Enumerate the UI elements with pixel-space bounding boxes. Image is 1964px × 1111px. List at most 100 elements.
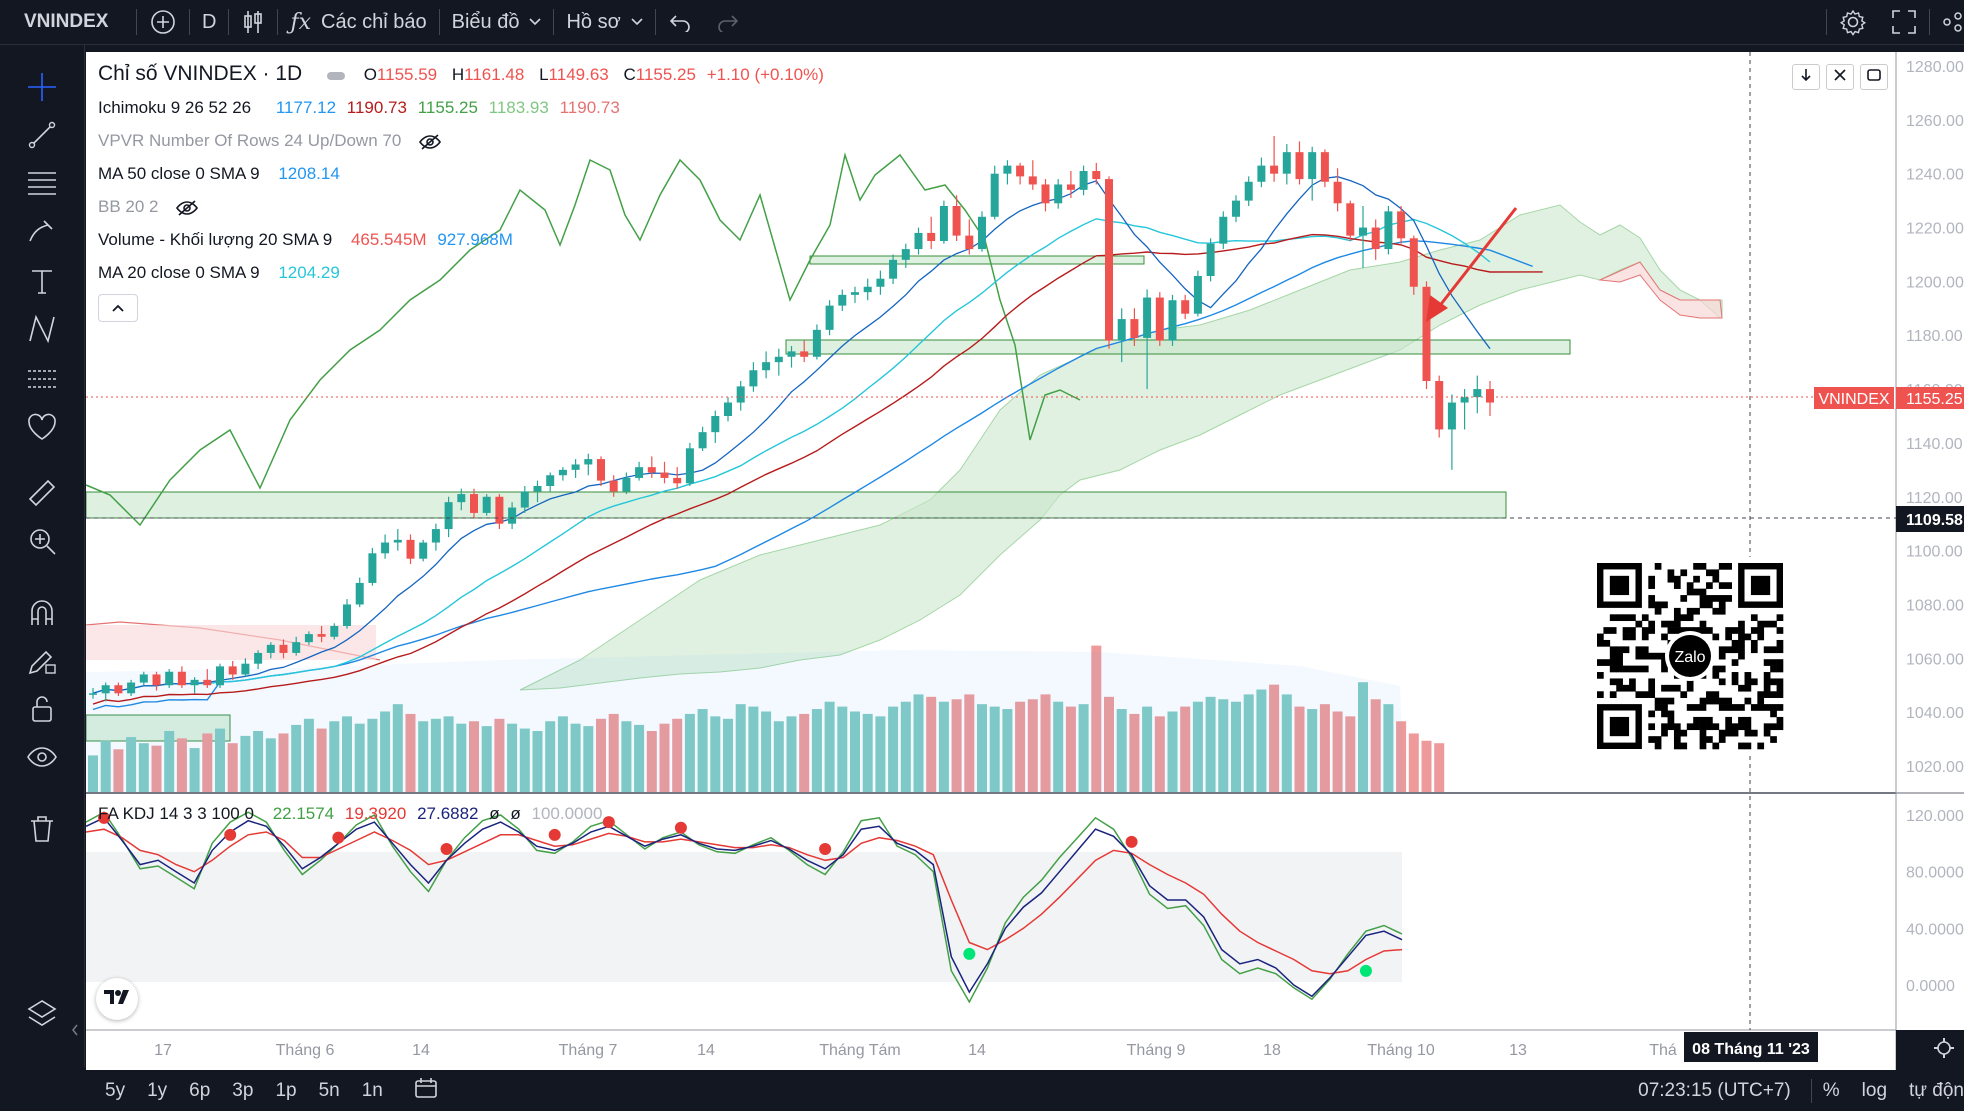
brush-tool[interactable] <box>22 211 62 251</box>
symbol-search[interactable]: VNINDEX <box>24 11 109 32</box>
chart-canvas[interactable]: Zalo 1280.00 1260.00 1240.00 1220.00 1200.00… <box>86 52 1964 1070</box>
candle <box>1016 162 1025 185</box>
eye-off-icon[interactable] <box>175 197 199 216</box>
side-collapse-handle[interactable] <box>68 1015 82 1045</box>
fullscreen-button[interactable] <box>1879 0 1929 44</box>
volume-bar <box>1218 699 1229 792</box>
candlesticks <box>89 136 1494 702</box>
profile-menu-label: Hồ sơ <box>566 10 621 33</box>
volume-bar <box>151 745 162 792</box>
range-5n[interactable]: 5n <box>318 1079 340 1101</box>
zalo-label: Zalo <box>1674 649 1705 666</box>
projection-tool[interactable] <box>22 359 62 399</box>
share-button[interactable] <box>1930 0 1964 44</box>
kdj-signal-dot <box>224 828 237 841</box>
ruler-tool[interactable] <box>22 473 62 513</box>
ichimoku-chikou-line <box>86 152 1081 527</box>
volume-bar <box>761 711 772 792</box>
price-tick-label: 1080.00 <box>1906 597 1964 614</box>
brush-icon <box>26 215 58 247</box>
tradingview-logo[interactable] <box>96 978 138 1020</box>
maximize-icon <box>1867 68 1881 86</box>
fib-tool[interactable] <box>22 163 62 203</box>
legend-dot-icon[interactable] <box>326 71 345 80</box>
chart-type-button[interactable] <box>229 0 277 44</box>
price-tick-label: 1100.00 <box>1906 544 1963 561</box>
magnet-tool[interactable] <box>22 593 62 633</box>
crosshair-tool[interactable] <box>22 67 62 107</box>
undo-button[interactable] <box>656 0 704 44</box>
candle <box>216 663 224 688</box>
range-3p[interactable]: 3p <box>232 1079 254 1101</box>
text-icon <box>26 265 58 297</box>
legend-ma50[interactable]: MA 50 close 0 SMA 9 1208.14 <box>98 164 340 183</box>
candle <box>1092 162 1101 185</box>
profile-menu-button[interactable]: Hồ sơ <box>554 0 654 44</box>
price-axis[interactable] <box>1896 52 1964 1070</box>
candle <box>1359 206 1367 268</box>
candle <box>1409 235 1418 295</box>
clock[interactable]: 07:23:15 (UTC+7) <box>1638 1079 1791 1101</box>
trendline-tool[interactable] <box>22 115 62 155</box>
range-1y[interactable]: 1y <box>147 1079 168 1101</box>
time-axis[interactable] <box>86 1030 1896 1070</box>
chart-menu-button[interactable]: Biểu đồ <box>440 0 554 44</box>
time-tick-label: 14 <box>968 1042 986 1059</box>
support-zone[interactable] <box>86 491 1507 519</box>
candle <box>673 467 682 489</box>
ohlc: O1155.59 H1161.48 L1149.63 C1155.25 +1.1… <box>363 65 824 84</box>
volume-bar <box>507 723 518 792</box>
redo-button[interactable] <box>704 0 752 44</box>
close-pane-button[interactable] <box>1826 64 1854 90</box>
range-1n[interactable]: 1n <box>361 1079 383 1101</box>
auto-toggle[interactable]: tự độn <box>1909 1079 1964 1101</box>
legend-ma20[interactable]: MA 20 close 0 SMA 9 1204.29 <box>98 263 340 282</box>
legend-ichimoku[interactable]: Ichimoku 9 26 52 26 1177.12 1190.73 1155… <box>98 98 620 117</box>
red-arrow-annotation[interactable] <box>1426 207 1518 322</box>
volume-bar <box>697 709 708 792</box>
candle <box>292 636 301 656</box>
close-icon <box>1834 68 1846 86</box>
candle <box>1079 165 1088 196</box>
legend-vpvr[interactable]: VPVR Number Of Rows 24 Up/Down 70 <box>98 131 448 151</box>
candle <box>101 682 110 702</box>
pattern-icon <box>26 313 58 345</box>
axis-settings-button[interactable] <box>1934 1038 1954 1058</box>
resistance-zone[interactable] <box>785 339 1571 355</box>
lock-draw-tool[interactable] <box>22 641 62 681</box>
zoom-tool[interactable] <box>22 521 62 561</box>
interval-button[interactable]: D <box>202 10 217 33</box>
time-tick-label: 13 <box>1509 1042 1527 1059</box>
volume-bar <box>253 731 264 792</box>
range-1p[interactable]: 1p <box>275 1079 297 1101</box>
delete-tool[interactable] <box>22 809 62 849</box>
legend-kdj[interactable]: FA KDJ 14 3 3 100 0 22.1574 19.3920 27.6… <box>98 804 603 823</box>
volume-bar <box>1256 689 1267 792</box>
legend-volume[interactable]: Volume - Khối lượng 20 SMA 9 465.545M 92… <box>98 230 513 249</box>
tv-logo-icon <box>103 988 131 1011</box>
log-toggle[interactable]: log <box>1861 1079 1888 1101</box>
lock-all-tool[interactable] <box>22 689 62 729</box>
move-down-button[interactable] <box>1792 64 1820 90</box>
favorites-tool[interactable] <box>22 407 62 447</box>
pattern-tool[interactable] <box>22 309 62 349</box>
volume-bar <box>1307 709 1318 792</box>
object-tree-tool[interactable] <box>22 993 62 1033</box>
text-tool[interactable] <box>22 261 62 301</box>
date-range-button[interactable] <box>394 1077 449 1105</box>
indicators-button[interactable]: ƒx Các chỉ báo <box>278 0 438 44</box>
range-6p[interactable]: 6p <box>189 1079 211 1101</box>
candle <box>1181 294 1190 320</box>
collapse-legend-button[interactable] <box>98 294 138 322</box>
price-tick-label: 1060.00 <box>1906 651 1964 668</box>
hide-tool[interactable] <box>22 737 62 777</box>
range-5y[interactable]: 5y <box>105 1079 126 1101</box>
volume-bar <box>684 713 695 792</box>
volume-bar <box>1027 699 1038 792</box>
legend-bb[interactable]: BB 20 2 <box>98 197 205 217</box>
percent-toggle[interactable]: % <box>1822 1079 1840 1101</box>
eye-off-icon[interactable] <box>418 131 442 150</box>
maximize-pane-button[interactable] <box>1860 64 1888 90</box>
settings-button[interactable] <box>1827 0 1879 44</box>
compare-button[interactable] <box>137 0 189 44</box>
